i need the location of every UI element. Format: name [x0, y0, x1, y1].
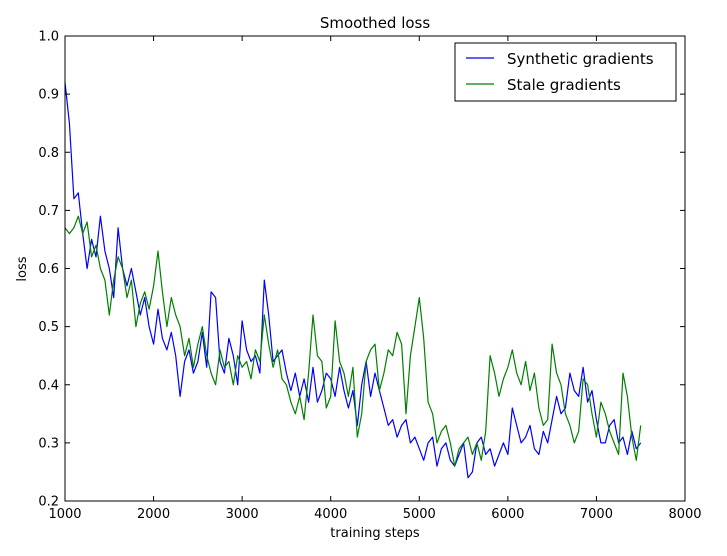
chart-title: Smoothed loss: [320, 14, 431, 32]
plot-area: [64, 35, 686, 502]
legend-label-stale: Stale gradients: [507, 76, 621, 94]
y-axis-label: loss: [15, 256, 30, 281]
ticks-layer: [64, 35, 686, 502]
y-tick-labels: 0.2 0.3 0.4 0.5 0.6 0.7 0.8 0.9 1.0: [38, 30, 59, 510]
y-tick-label: 0.8: [38, 146, 59, 161]
y-tick-label: 0.9: [38, 88, 59, 103]
plot-frame: [64, 35, 686, 502]
series-layer: [65, 82, 642, 479]
x-tick-label: 4000: [314, 507, 347, 522]
x-tick-label: 6000: [491, 507, 524, 522]
x-tick-label: 8000: [668, 507, 701, 522]
legend: Synthetic gradients Stale gradients: [454, 42, 677, 102]
y-tick-label: 0.7: [38, 204, 59, 219]
legend-label-synthetic: Synthetic gradients: [507, 50, 654, 68]
series-line-1: [65, 215, 642, 467]
x-tick-label: 7000: [580, 507, 613, 522]
x-tick-labels: 1000 2000 3000 4000 5000 6000 7000 8000: [48, 507, 701, 522]
y-tick-label: 0.2: [38, 495, 59, 510]
y-tick-label: 0.3: [38, 436, 59, 451]
y-tick-label: 0.5: [38, 320, 59, 335]
series-line-0: [65, 82, 642, 479]
x-tick-label: 1000: [48, 507, 81, 522]
y-tick-label: 0.6: [38, 262, 59, 277]
x-tick-label: 2000: [137, 507, 170, 522]
x-axis-label: training steps: [330, 526, 420, 541]
legend-frame: [454, 42, 677, 102]
y-tick-label: 1.0: [38, 30, 59, 45]
x-tick-label: 5000: [403, 507, 436, 522]
y-tick-label: 0.4: [38, 378, 59, 393]
x-tick-label: 3000: [226, 507, 259, 522]
